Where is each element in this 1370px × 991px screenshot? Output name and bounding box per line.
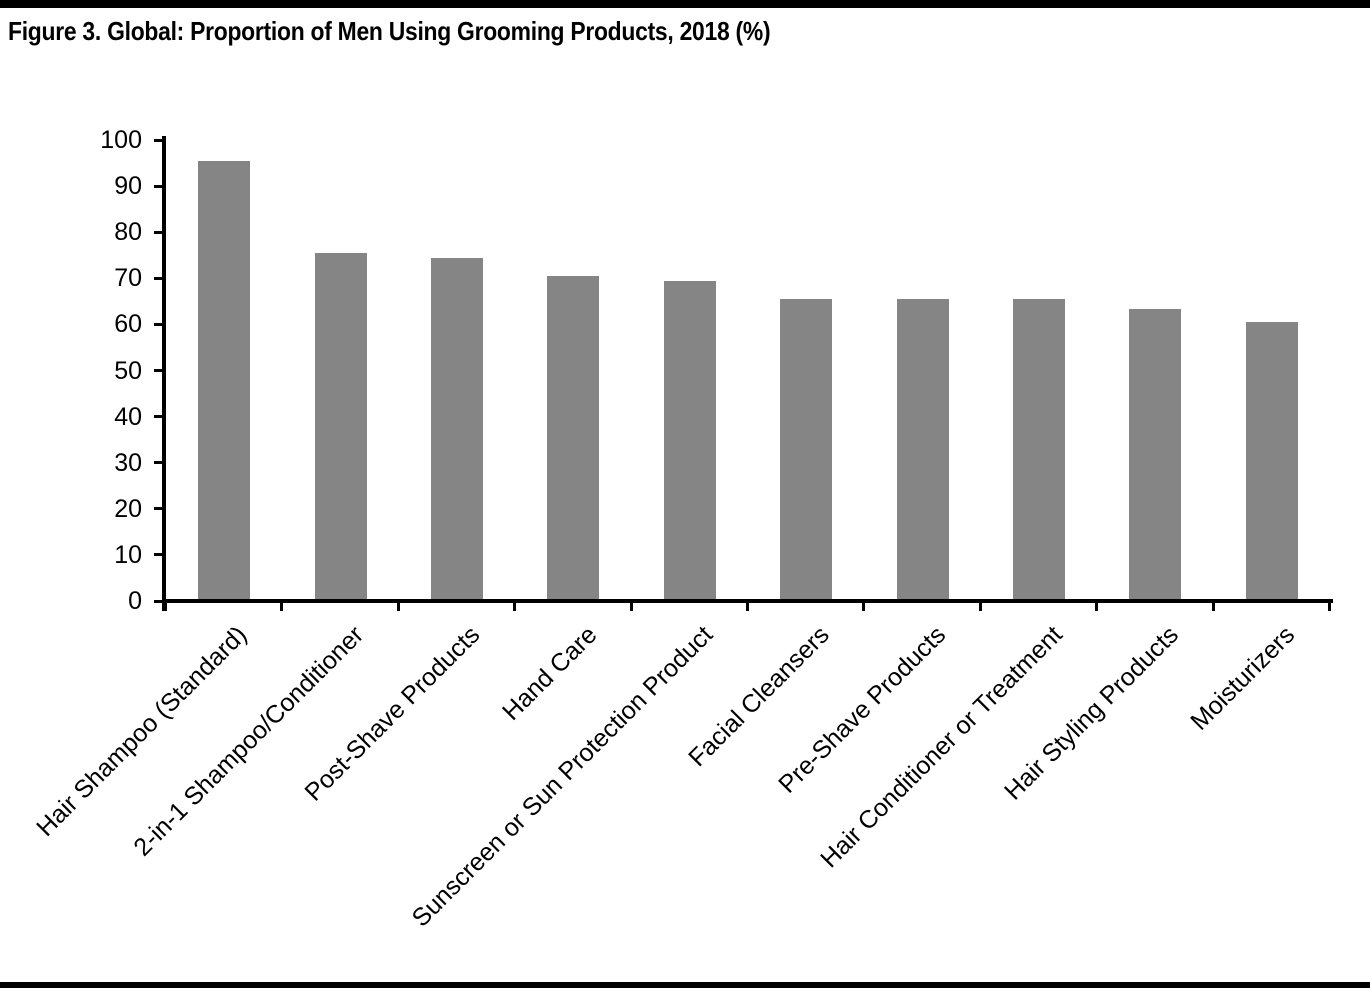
y-axis-tick bbox=[154, 184, 163, 188]
y-axis-line bbox=[162, 136, 166, 611]
x-category-label: Hair Conditioner or Treatment bbox=[814, 620, 1068, 874]
x-axis-tick bbox=[513, 603, 517, 611]
bar-2 bbox=[431, 257, 483, 599]
x-category-label: 2-in-1 Shampoo/Conditioner bbox=[128, 620, 370, 862]
chart-title: Figure 3. Global: Proportion of Men Usin… bbox=[8, 16, 771, 46]
y-axis-tick bbox=[154, 138, 163, 142]
y-axis-tick bbox=[154, 369, 163, 372]
bar-5 bbox=[780, 299, 833, 599]
x-axis-line bbox=[162, 599, 1333, 603]
y-tick-label: 100 bbox=[100, 126, 142, 154]
bar-0 bbox=[198, 161, 251, 599]
y-axis-tick bbox=[154, 415, 163, 419]
x-axis-tick bbox=[280, 603, 284, 611]
x-axis-tick bbox=[629, 603, 633, 611]
bar-7 bbox=[1013, 299, 1065, 599]
x-axis-tick bbox=[1095, 603, 1099, 611]
y-tick-label: 30 bbox=[114, 448, 142, 477]
bar-6 bbox=[896, 299, 949, 599]
x-axis-tick bbox=[746, 603, 749, 611]
x-axis-tick bbox=[1328, 603, 1331, 611]
x-axis-tick bbox=[862, 603, 866, 611]
y-tick-label: 40 bbox=[114, 402, 142, 431]
y-axis-tick bbox=[154, 507, 163, 511]
x-category-label: Hand Care bbox=[496, 620, 602, 726]
y-axis-tick bbox=[154, 322, 163, 326]
y-tick-label: 60 bbox=[114, 310, 142, 339]
y-tick-label: 80 bbox=[114, 218, 142, 247]
y-tick-label: 20 bbox=[114, 494, 142, 523]
top-rule bbox=[0, 0, 1370, 8]
y-tick-label: 90 bbox=[114, 172, 142, 201]
y-tick-label: 50 bbox=[114, 356, 142, 385]
x-category-label: Moisturizers bbox=[1185, 620, 1301, 736]
y-tick-label: 0 bbox=[128, 587, 142, 615]
x-axis-tick bbox=[164, 603, 167, 611]
bottom-rule bbox=[0, 982, 1370, 988]
x-axis-tick bbox=[978, 603, 982, 611]
x-category-label: Hair Shampoo (Standard) bbox=[31, 620, 253, 842]
x-axis-tick bbox=[396, 603, 400, 611]
y-axis-tick bbox=[154, 276, 163, 280]
y-axis-tick bbox=[154, 599, 163, 603]
y-tick-label: 10 bbox=[114, 540, 142, 569]
bar-8 bbox=[1129, 308, 1182, 599]
y-axis-tick bbox=[154, 553, 163, 557]
bar-3 bbox=[547, 276, 600, 599]
bar-4 bbox=[663, 280, 716, 599]
y-axis-tick bbox=[154, 461, 163, 465]
y-tick-label: 70 bbox=[114, 264, 142, 293]
y-axis-tick bbox=[154, 230, 163, 234]
bar-1 bbox=[314, 253, 367, 599]
x-axis-tick bbox=[1211, 603, 1215, 611]
bar-9 bbox=[1245, 322, 1298, 599]
